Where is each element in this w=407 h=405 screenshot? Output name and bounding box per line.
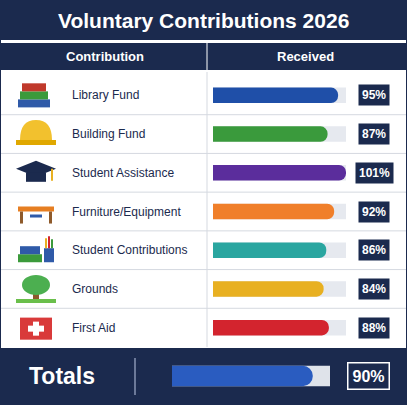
svg-text:Contribution: Contribution: [66, 49, 144, 64]
svg-text:Building Fund: Building Fund: [72, 127, 145, 141]
svg-text:Grounds: Grounds: [72, 282, 118, 296]
svg-text:Voluntary Contributions 2026: Voluntary Contributions 2026: [58, 9, 349, 32]
svg-text:86%: 86%: [362, 243, 386, 257]
svg-text:Furniture/Equipment: Furniture/Equipment: [72, 205, 181, 219]
svg-text:Received: Received: [277, 49, 334, 64]
svg-text:101%: 101%: [359, 166, 390, 180]
svg-text:87%: 87%: [362, 127, 386, 141]
svg-text:Student Assistance: Student Assistance: [72, 166, 174, 180]
svg-text:88%: 88%: [362, 321, 386, 335]
svg-text:Library Fund: Library Fund: [72, 88, 139, 102]
svg-text:95%: 95%: [362, 88, 386, 102]
svg-text:First Aid: First Aid: [72, 321, 115, 335]
svg-text:Totals: Totals: [29, 363, 95, 389]
svg-text:Student Contributions: Student Contributions: [72, 243, 187, 257]
svg-text:84%: 84%: [362, 282, 386, 296]
svg-text:92%: 92%: [362, 205, 386, 219]
svg-text:90%: 90%: [353, 368, 385, 385]
